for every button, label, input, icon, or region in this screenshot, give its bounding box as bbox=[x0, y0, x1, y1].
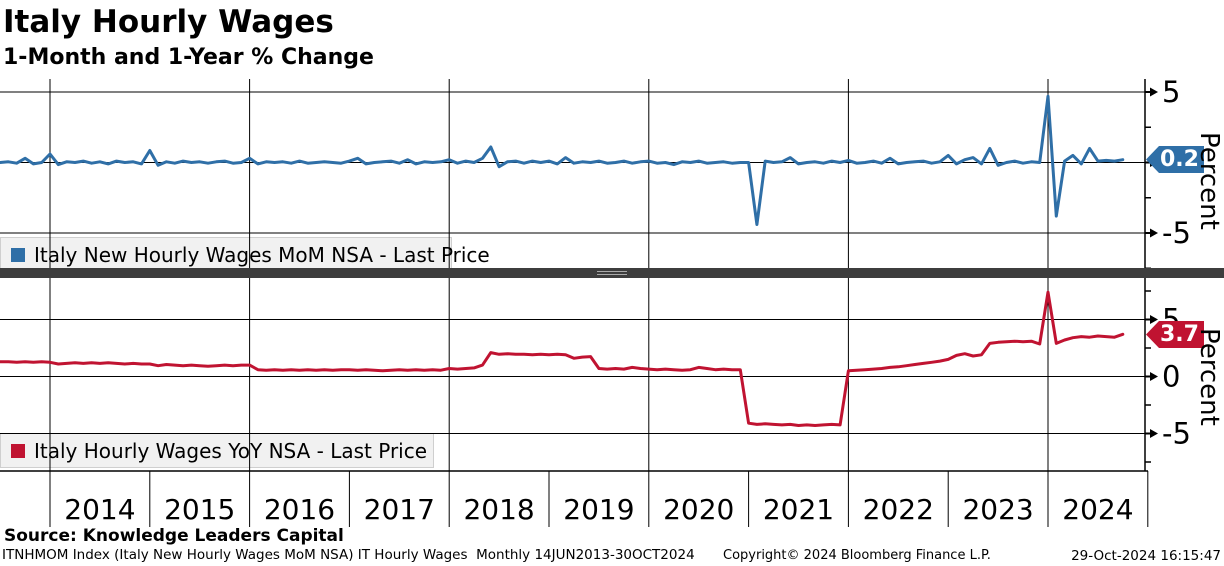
x-tick-label: 2023 bbox=[962, 493, 1033, 526]
page-subtitle: 1-Month and 1-Year % Change bbox=[3, 45, 374, 70]
last-price-badge-mom: 0.2 bbox=[1146, 146, 1204, 173]
y-tick-arrow-icon bbox=[1150, 315, 1158, 324]
timestamp-text: 29-Oct-2024 16:15:47 bbox=[1071, 548, 1221, 564]
y-tick-arrow-icon bbox=[1150, 87, 1158, 97]
last-price-badge-yoy: 3.7 bbox=[1146, 321, 1204, 348]
panel-resize-handle[interactable] bbox=[597, 271, 627, 272]
x-tick-label: 2017 bbox=[364, 493, 435, 526]
x-tick-label: 2020 bbox=[663, 493, 734, 526]
x-tick-label: 2024 bbox=[1062, 493, 1133, 526]
page-title: Italy Hourly Wages bbox=[3, 4, 334, 40]
source-line: Source: Knowledge Leaders Capital bbox=[4, 526, 344, 546]
x-tick-label: 2022 bbox=[863, 493, 934, 526]
mom-line bbox=[0, 94, 1125, 226]
y-axis-label-top: Percent bbox=[1194, 132, 1224, 230]
y-tick-label: 5 bbox=[1162, 75, 1180, 109]
x-tick-label: 2018 bbox=[463, 493, 534, 526]
y-tick-label: 0 bbox=[1162, 360, 1180, 394]
y-tick-arrow-icon bbox=[1150, 228, 1158, 238]
x-tick-label: 2019 bbox=[563, 493, 634, 526]
x-tick-label: 2021 bbox=[763, 493, 834, 526]
y-tick-arrow-icon bbox=[1150, 429, 1158, 438]
y-tick-label: -5 bbox=[1162, 417, 1191, 451]
ticker-footnote: ITNHMOM Index (Italy New Hourly Wages Mo… bbox=[2, 547, 695, 563]
yoy-line bbox=[0, 290, 1125, 427]
x-tick-label: 2015 bbox=[164, 493, 235, 526]
y-tick-label: -5 bbox=[1162, 216, 1191, 250]
legend-yoy-label: Italy Hourly Wages YoY NSA - Last Price bbox=[34, 438, 428, 463]
copyright-text: Copyright© 2024 Bloomberg Finance L.P. bbox=[723, 548, 991, 563]
mom-legend-swatch-icon bbox=[11, 247, 25, 262]
x-tick-label: 2016 bbox=[264, 493, 335, 526]
x-tick-label: 2014 bbox=[64, 493, 135, 526]
yoy-legend-swatch-icon bbox=[11, 443, 25, 458]
panel-separator-bar bbox=[0, 268, 1224, 278]
y-axis-label-bottom: Percent bbox=[1194, 328, 1224, 426]
panel-resize-handle[interactable] bbox=[597, 274, 627, 275]
y-tick-arrow-icon bbox=[1150, 372, 1158, 381]
